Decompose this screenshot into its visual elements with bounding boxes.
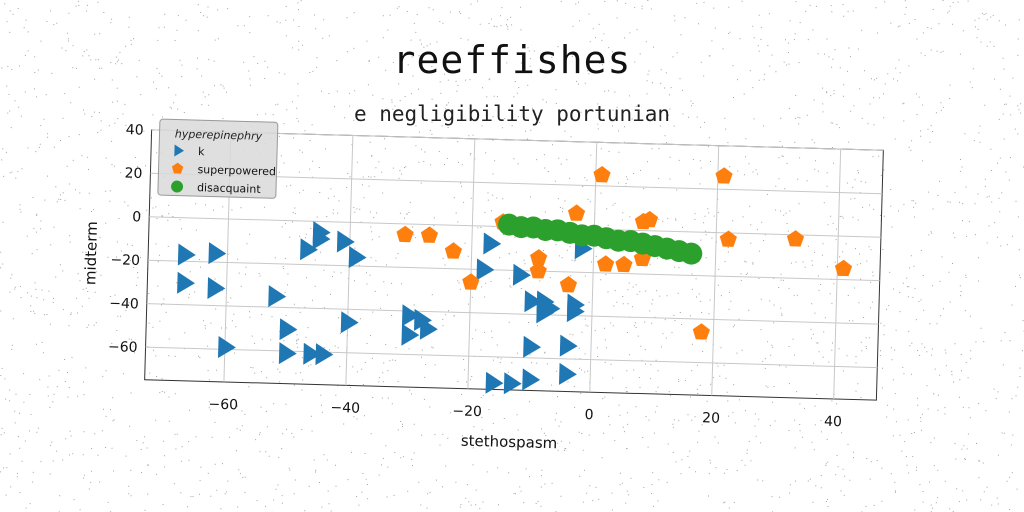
- point-k: [340, 311, 359, 334]
- point-superpowered: [559, 276, 578, 293]
- point-superpowered: [593, 166, 611, 183]
- point-k: [312, 221, 331, 244]
- point-k: [485, 371, 504, 394]
- point-superpowered: [529, 262, 547, 279]
- legend-marker-disacquaint: [171, 180, 184, 193]
- point-k: [559, 334, 578, 357]
- point-superpowered: [715, 167, 733, 184]
- y-gridline: [146, 303, 879, 325]
- legend-box: [157, 118, 279, 199]
- x-tick-label: −60: [208, 397, 238, 414]
- y-tick-label: 40: [126, 122, 144, 138]
- point-superpowered: [462, 273, 480, 290]
- x-tick-label: 20: [702, 410, 720, 426]
- point-superpowered: [834, 259, 853, 277]
- point-k: [217, 335, 236, 358]
- point-k: [300, 238, 318, 261]
- x-tick-label: −20: [452, 403, 482, 420]
- point-superpowered: [567, 204, 586, 221]
- data-points: [177, 166, 853, 395]
- y-tick-label: −60: [108, 339, 138, 356]
- point-disacquaint: [680, 242, 703, 265]
- y-gridline: [145, 346, 878, 369]
- y-tick-label: −20: [110, 252, 140, 269]
- y-tick-label: 0: [132, 209, 141, 225]
- x-tick-label: 0: [584, 407, 593, 423]
- point-k: [279, 318, 298, 341]
- point-superpowered: [633, 249, 651, 267]
- point-superpowered: [530, 249, 548, 266]
- point-k: [207, 276, 226, 299]
- x-gridline: [833, 149, 842, 399]
- legend-label-disacquaint: disacquaint: [197, 181, 262, 196]
- point-k: [278, 342, 297, 365]
- chart-title: reeffishes: [392, 38, 632, 82]
- point-superpowered: [420, 226, 439, 243]
- legend-title: hyperepinephry: [175, 127, 263, 142]
- y-tick-label: −40: [109, 296, 139, 313]
- point-k: [401, 323, 420, 346]
- point-superpowered: [597, 255, 615, 272]
- chart-subtitle: e negligibility portunian: [353, 102, 671, 126]
- point-k: [503, 372, 522, 395]
- x-gridline: [589, 142, 598, 393]
- point-k: [401, 304, 420, 327]
- point-k: [476, 258, 495, 281]
- point-k: [303, 342, 322, 365]
- point-k: [268, 285, 287, 308]
- point-k: [523, 335, 542, 358]
- x-gridline: [711, 145, 720, 396]
- point-k: [315, 343, 334, 366]
- legend-label-k: k: [198, 145, 205, 158]
- point-k: [177, 271, 195, 294]
- point-superpowered: [396, 225, 414, 243]
- point-k: [522, 368, 541, 391]
- legend-marker-k: [174, 144, 185, 157]
- point-superpowered: [640, 210, 659, 228]
- point-k: [208, 242, 227, 265]
- point-k: [483, 232, 502, 255]
- point-k: [512, 263, 531, 286]
- point-k: [348, 246, 367, 269]
- y-tick-label: 20: [124, 166, 142, 182]
- y-axis-label: midterm: [81, 221, 101, 285]
- x-tick-label: −40: [330, 400, 360, 417]
- point-k: [419, 317, 438, 340]
- x-axis-label: stethospasm: [461, 432, 558, 453]
- point-superpowered: [692, 323, 710, 340]
- x-tick-label: 40: [824, 414, 842, 430]
- point-k: [567, 293, 585, 316]
- point-superpowered: [719, 230, 737, 247]
- point-k: [524, 290, 543, 313]
- point-k: [542, 297, 561, 320]
- point-superpowered: [786, 230, 805, 247]
- legend-label-superpowered: superpowered: [197, 163, 276, 178]
- point-superpowered: [444, 242, 463, 259]
- legend-marker-superpowered: [171, 162, 184, 174]
- point-superpowered: [615, 255, 633, 273]
- point-k: [558, 362, 577, 385]
- x-gridline: [467, 138, 476, 389]
- legend: hyperepinephry k superpowered disacquaint: [157, 118, 279, 199]
- point-k: [336, 230, 355, 253]
- point-k: [177, 243, 196, 266]
- tick-labels: −60 −40 −20 0 20 40 −60 −40 −20 0 20 40: [108, 122, 842, 430]
